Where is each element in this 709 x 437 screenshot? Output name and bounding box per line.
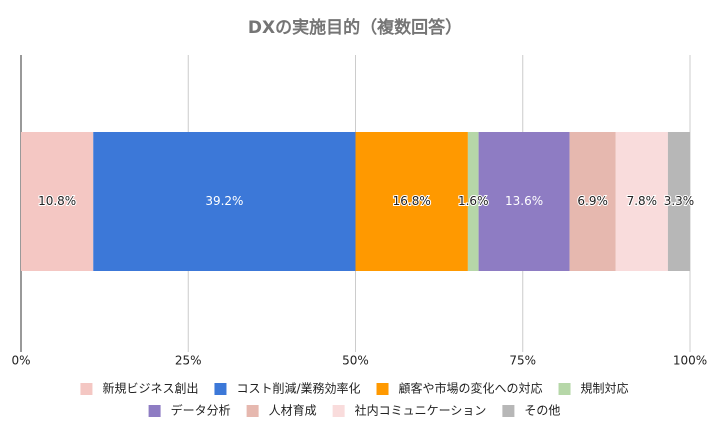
bar-segment xyxy=(615,132,668,271)
x-tick-label: 100% xyxy=(673,354,707,368)
legend-swatch xyxy=(80,383,93,395)
data-label: 3.3% xyxy=(664,194,695,208)
legend-label: 規制対応 xyxy=(581,381,629,396)
bar-segment xyxy=(569,132,616,271)
bar-segment xyxy=(21,132,94,271)
legend-swatch xyxy=(502,405,515,417)
legend-item: 人材育成 xyxy=(246,403,317,418)
legend-swatch xyxy=(148,405,161,417)
legend-label: データ分析 xyxy=(171,403,231,418)
chart-title: DXの実施目的（複数回答） xyxy=(248,17,462,38)
data-label: 7.8% xyxy=(627,194,658,208)
data-label: 1.6% xyxy=(458,194,489,208)
legend-swatch xyxy=(246,405,259,417)
data-label: 10.8% xyxy=(38,194,76,208)
legend-item: その他 xyxy=(502,404,560,418)
legend-swatch xyxy=(332,405,345,417)
legend-label: コスト削減/業務効率化 xyxy=(236,381,360,396)
x-tick-label: 50% xyxy=(342,354,369,368)
legend-item: 規制対応 xyxy=(558,381,629,396)
legend-item: 社内コミュニケーション xyxy=(332,403,487,418)
legend-swatch xyxy=(376,383,389,395)
legend-item: データ分析 xyxy=(148,403,231,418)
x-tick-label: 25% xyxy=(175,354,202,368)
bar-segment xyxy=(667,132,690,271)
data-label: 39.2% xyxy=(205,194,243,208)
bar-segment xyxy=(478,132,570,271)
legend-label: 顧客や市場の変化への対応 xyxy=(399,381,543,396)
data-label: 13.6% xyxy=(505,194,543,208)
data-label: 6.9% xyxy=(577,194,608,208)
legend-item: コスト削減/業務効率化 xyxy=(214,381,361,396)
legend-swatch xyxy=(214,383,227,395)
data-label: 16.8% xyxy=(393,194,431,208)
bar-segment xyxy=(467,132,479,271)
bar-segment xyxy=(355,132,468,271)
legend-item: 顧客や市場の変化への対応 xyxy=(376,381,543,396)
legend-label: 新規ビジネス創出 xyxy=(102,381,198,396)
legend-label: その他 xyxy=(524,404,560,418)
bar-segment xyxy=(93,132,356,271)
x-tick-label: 75% xyxy=(509,354,536,368)
legend-label: 社内コミュニケーション xyxy=(355,403,487,418)
legend-label: 人材育成 xyxy=(269,403,317,418)
x-tick-label: 0% xyxy=(11,354,30,368)
legend-item: 新規ビジネス創出 xyxy=(80,381,198,396)
legend-swatch xyxy=(558,383,571,395)
